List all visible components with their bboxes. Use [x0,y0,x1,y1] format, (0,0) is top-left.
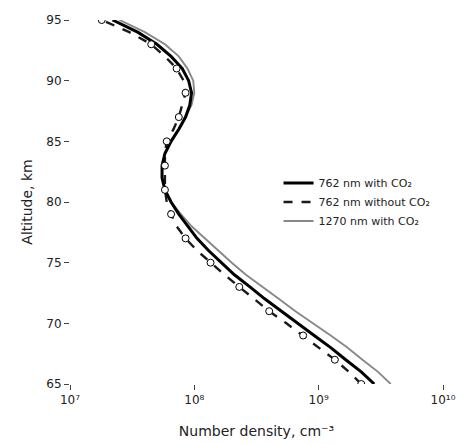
svg-text:Altitude, km: Altitude, km [19,159,35,244]
svg-text:10⁷: 10⁷ [60,393,80,407]
svg-text:10⁹: 10⁹ [309,393,329,407]
svg-text:90: 90 [46,74,61,88]
svg-text:95: 95 [46,13,61,27]
svg-text:1270 nm with CO₂: 1270 nm with CO₂ [319,215,419,228]
svg-text:75: 75 [46,256,61,270]
svg-text:85: 85 [46,135,61,149]
svg-text:Number density, cm⁻³: Number density, cm⁻³ [179,423,334,439]
svg-text:762 nm without CO₂: 762 nm without CO₂ [319,196,430,209]
svg-text:65: 65 [46,377,61,391]
svg-text:70: 70 [46,317,61,331]
svg-text:10¹⁰: 10¹⁰ [431,393,456,407]
svg-text:762 nm with CO₂: 762 nm with CO₂ [319,177,412,190]
svg-text:10⁸: 10⁸ [184,393,204,407]
svg-text:80: 80 [46,195,61,209]
